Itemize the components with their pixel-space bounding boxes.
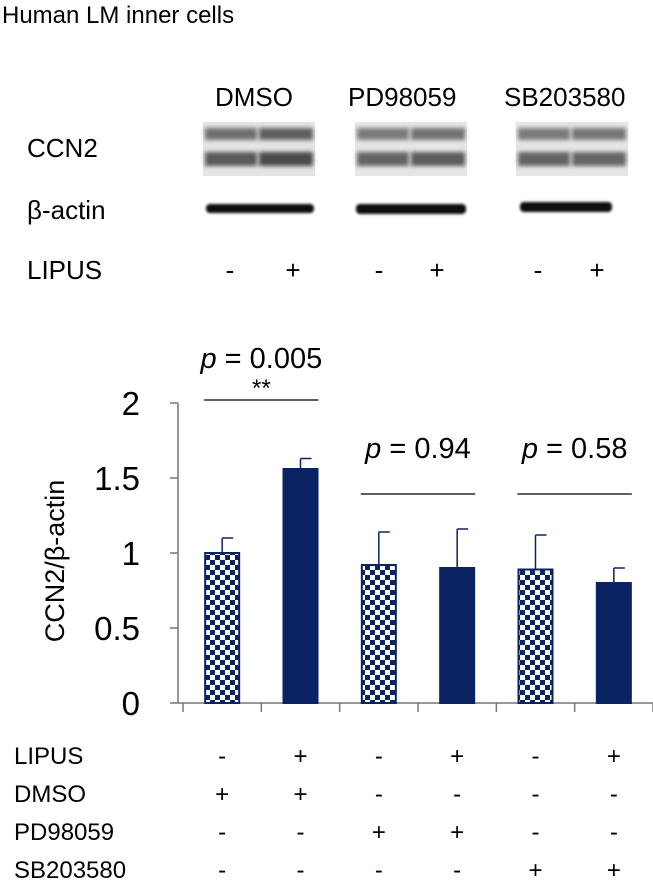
bar-chart: 0 0.5 1 1.5 2 CCN2/β-actin p = 0.005** p = 0.94…: [40, 343, 653, 722]
blot-panel-ccn2-dmso: [203, 122, 315, 176]
blot-image: [203, 122, 628, 214]
condition-label-pd98059: PD98059: [14, 819, 115, 846]
blot-lipus-label: LIPUS: [27, 255, 103, 285]
y-tick-label: 0.5: [94, 610, 140, 647]
condition-sign: -: [531, 781, 540, 808]
blot-panel-ccn2-pd98059: [355, 122, 467, 176]
condition-sign: -: [609, 781, 618, 808]
significance-stars: **: [252, 375, 271, 402]
y-tick-label: 1: [122, 535, 140, 572]
condition-sign: -: [374, 781, 383, 808]
condition-sign: -: [218, 857, 227, 884]
condition-label-lipus: LIPUS: [14, 743, 84, 770]
blot-lipus-sign: -: [533, 255, 543, 285]
condition-sign: +: [606, 857, 621, 884]
p-value-label: p = 0.58: [521, 433, 628, 465]
blot-group-label-dmso: DMSO: [215, 82, 293, 112]
condition-sign: +: [293, 743, 308, 770]
condition-sign: -: [531, 819, 540, 846]
condition-sign: +: [528, 857, 543, 884]
condition-sign: -: [374, 857, 383, 884]
blot-group-label-pd98059: PD98059: [348, 82, 457, 112]
condition-sign: +: [371, 819, 386, 846]
condition-sign: -: [453, 781, 462, 808]
condition-sign: -: [218, 819, 227, 846]
bar: [282, 468, 319, 704]
condition-sign: -: [609, 819, 618, 846]
bar: [517, 568, 554, 704]
blot-lipus-sign: -: [374, 255, 384, 285]
condition-label-sb203580: SB203580: [14, 857, 127, 884]
y-tick-label: 0: [122, 685, 140, 722]
blot-lipus-sign: +: [429, 255, 445, 285]
blot-row-label-beta-actin: β-actin: [27, 195, 106, 225]
condition-sign: -: [296, 819, 305, 846]
condition-sign: -: [531, 743, 540, 770]
bar: [360, 564, 397, 704]
condition-sign: -: [374, 743, 383, 770]
p-value-label: p = 0.94: [364, 433, 471, 465]
blot-panel-beta-actin: [206, 202, 612, 214]
condition-sign: -: [453, 857, 462, 884]
p-value-label: p = 0.005: [199, 343, 322, 375]
blot-lipus-sign: +: [589, 255, 605, 285]
condition-sign: -: [218, 743, 227, 770]
bar: [439, 567, 476, 704]
bar: [595, 582, 632, 704]
condition-sign: +: [215, 781, 230, 808]
condition-sign: +: [606, 743, 621, 770]
blot-lipus-sign: +: [285, 255, 301, 285]
figure-title: Human LM inner cells: [2, 2, 235, 29]
blot-lipus-sign: -: [225, 255, 235, 285]
blot-row-label-ccn2: CCN2: [27, 133, 98, 163]
condition-sign: +: [450, 819, 465, 846]
condition-sign: -: [296, 857, 305, 884]
blot-panel-ccn2-sb203580: [516, 122, 628, 176]
condition-label-dmso: DMSO: [14, 781, 86, 808]
condition-sign: +: [450, 743, 465, 770]
y-tick-label: 2: [122, 385, 140, 422]
bar: [204, 552, 241, 704]
blot-group-label-sb203580: SB203580: [504, 82, 626, 112]
y-tick-label: 1.5: [94, 460, 140, 497]
y-axis-label: CCN2/β-actin: [40, 480, 70, 643]
condition-sign: +: [293, 781, 308, 808]
